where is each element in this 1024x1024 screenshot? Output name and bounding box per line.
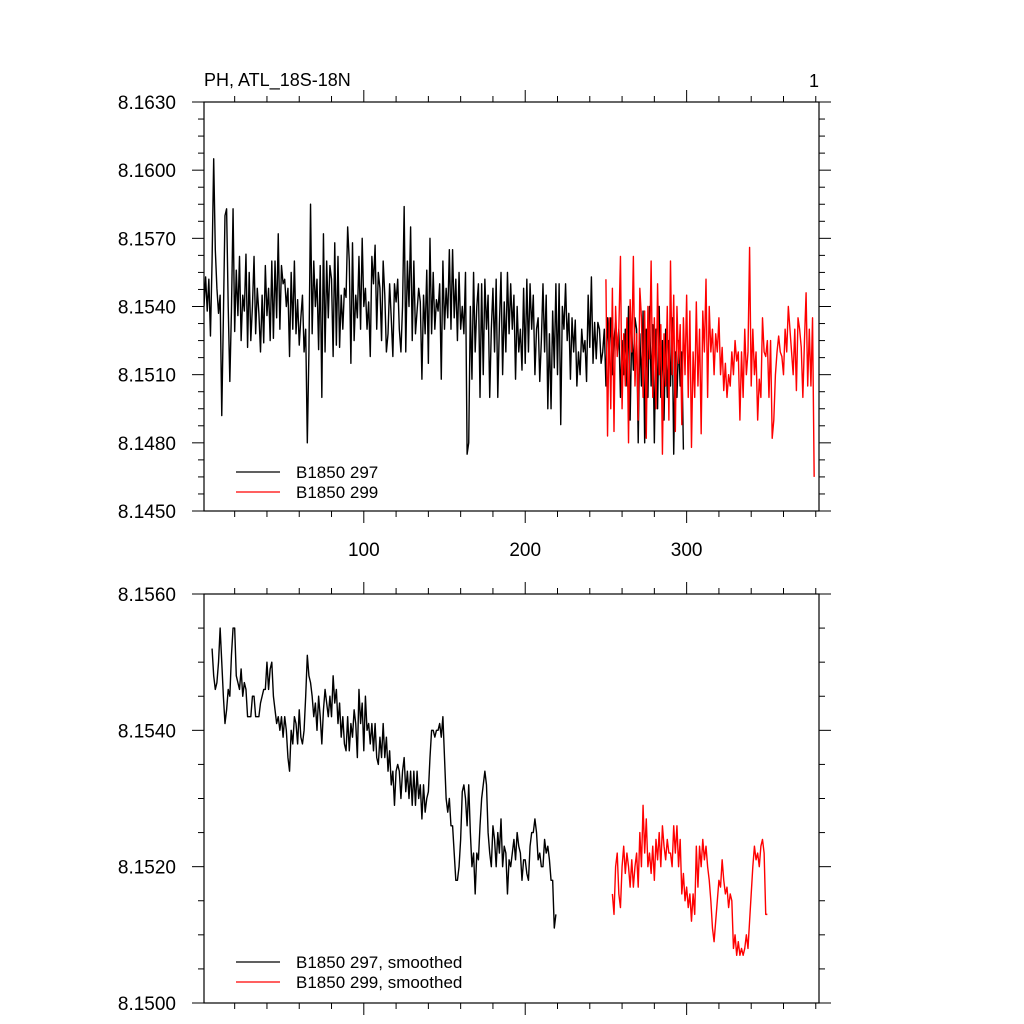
top-series-lines xyxy=(204,158,815,477)
top-panel: PH, ATL_18S-18N 1 8.1450 8.1480 8.1510 8.15… xyxy=(118,70,831,561)
top-ytick-label: 8.1450 xyxy=(118,502,176,523)
top-ytick-label: 8.1540 xyxy=(118,298,176,319)
bottom-ytick-label: 8.1520 xyxy=(118,858,176,879)
top-xtick-label: 100 xyxy=(348,540,380,561)
top-series-line-1 xyxy=(605,246,815,477)
top-chart-title: PH, ATL_18S-18N xyxy=(204,70,351,91)
bottom-ytick-label: 8.1500 xyxy=(118,994,176,1015)
top-series-line-0 xyxy=(204,158,685,455)
bottom-series-line-1 xyxy=(611,804,768,956)
bottom-axis-ticks: 8.1500 8.1520 8.1540 8.1560 xyxy=(118,582,831,1015)
bottom-plot-frame xyxy=(203,593,820,1004)
top-axis-ticks: 8.1450 8.1480 8.1510 8.1540 8.1570 8.1600 8.16… xyxy=(118,90,831,561)
top-legend-label-0: B1850 297 xyxy=(296,463,378,482)
bottom-legend: B1850 297, smoothed B1850 299, smoothed xyxy=(236,953,462,992)
bottom-legend-label-1: B1850 299, smoothed xyxy=(296,973,462,992)
bottom-ytick-label: 8.1560 xyxy=(118,585,176,606)
bottom-panel: 8.1500 8.1520 8.1540 8.1560 B1850 297, smoo… xyxy=(118,582,831,1015)
top-ytick-label: 8.1510 xyxy=(118,366,176,387)
top-panel-label: 1 xyxy=(809,71,819,91)
bottom-legend-label-0: B1850 297, smoothed xyxy=(296,953,462,972)
bottom-ytick-label: 8.1540 xyxy=(118,721,176,742)
top-ytick-label: 8.1480 xyxy=(118,434,176,455)
bottom-series-line-0 xyxy=(211,627,557,929)
top-ytick-label: 8.1570 xyxy=(118,229,176,250)
top-legend: B1850 297 B1850 299 xyxy=(236,463,378,502)
top-ytick-label: 8.1600 xyxy=(118,161,176,182)
top-legend-label-1: B1850 299 xyxy=(296,483,378,502)
top-xtick-label: 300 xyxy=(671,540,703,561)
top-ytick-label: 8.1630 xyxy=(118,93,176,114)
bottom-series-lines xyxy=(211,627,768,956)
top-xtick-label: 200 xyxy=(509,540,541,561)
top-plot-frame xyxy=(203,101,820,512)
